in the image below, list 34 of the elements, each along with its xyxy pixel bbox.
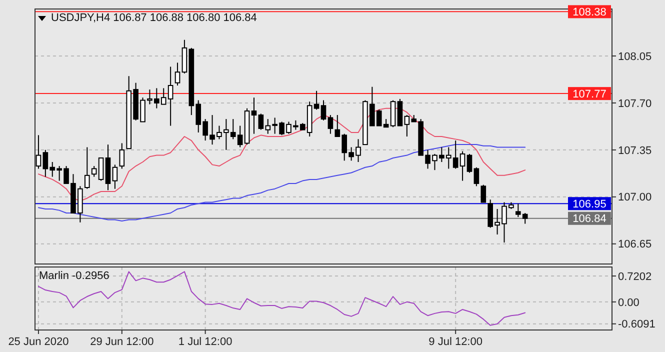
ref-line-label: 106.84 bbox=[572, 213, 606, 226]
ref-line-label: 108.38 bbox=[572, 6, 606, 19]
candlestick bbox=[474, 166, 480, 187]
candlestick bbox=[320, 100, 326, 121]
y-tick-label: 106.65 bbox=[618, 238, 652, 251]
y-tick-label: 108.05 bbox=[618, 50, 652, 63]
line-series bbox=[38, 144, 526, 222]
y-tick-label: 0.00 bbox=[618, 296, 640, 309]
candlestick bbox=[84, 146, 90, 190]
ref-line-label: 106.95 bbox=[572, 198, 606, 210]
chart-title: Marlin -0.2956 bbox=[39, 270, 110, 282]
candlestick bbox=[119, 142, 125, 170]
candlestick bbox=[112, 164, 118, 190]
y-tick-label: -0.6091 bbox=[618, 318, 656, 331]
x-tick-label: 9 Jul 12:00 bbox=[428, 336, 482, 348]
x-tick-label: 1 Jul 12:00 bbox=[178, 336, 232, 348]
candlestick bbox=[328, 114, 334, 134]
candlestick bbox=[174, 62, 180, 86]
x-tick-label: 25 Jun 2020 bbox=[8, 336, 69, 348]
candlestick bbox=[98, 157, 104, 182]
candlestick bbox=[36, 134, 42, 170]
y-tick-label: 0.7202 bbox=[618, 270, 652, 283]
line-series bbox=[38, 271, 526, 326]
y-tick-label: 107.35 bbox=[618, 144, 652, 157]
candlestick bbox=[466, 153, 472, 174]
candlestick bbox=[480, 184, 486, 203]
candlestick bbox=[460, 150, 466, 182]
ref-line-label: 107.77 bbox=[572, 88, 606, 100]
y-tick-label: 107.00 bbox=[618, 192, 652, 204]
chart-title: USDJPY,H4 106.87 106.88 106.80 106.84 bbox=[51, 12, 257, 24]
candlestick bbox=[251, 97, 257, 134]
x-tick-label: 29 Jun 12:00 bbox=[90, 336, 154, 348]
y-tick-label: 107.70 bbox=[618, 98, 652, 110]
candlestick bbox=[91, 166, 97, 178]
